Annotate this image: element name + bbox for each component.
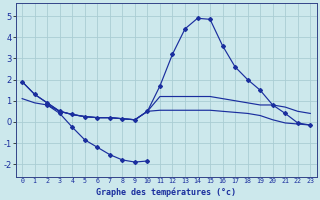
X-axis label: Graphe des températures (°c): Graphe des températures (°c) [96,187,236,197]
